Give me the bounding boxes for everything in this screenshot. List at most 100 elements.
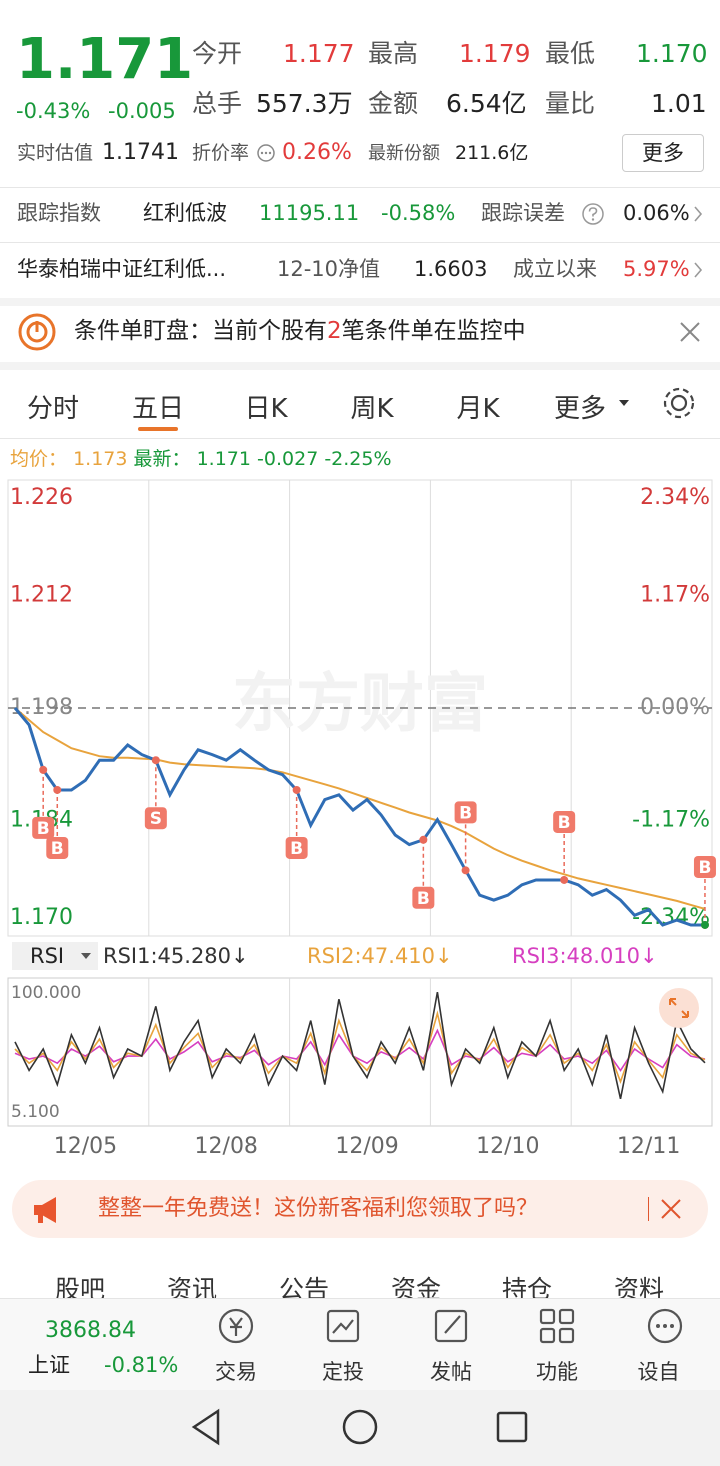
close-icon[interactable] xyxy=(678,320,702,344)
tab-active[interactable]: 五日 xyxy=(131,394,185,424)
stat-value: 1.179 xyxy=(459,39,531,68)
stat-label: 量比 xyxy=(545,89,596,118)
stat-value: 557.3万 xyxy=(256,89,353,118)
y-tick-label: 100.000 xyxy=(11,983,81,1003)
tab[interactable]: 分时 xyxy=(26,394,80,424)
signal-point xyxy=(39,765,48,774)
icon-part xyxy=(257,144,275,162)
y-tick-label: 1.212 xyxy=(10,583,73,608)
icon-part xyxy=(558,1327,575,1344)
icon-part xyxy=(218,1308,254,1344)
est-value: 1.1741 xyxy=(102,140,179,165)
x-tick-label: 12/05 xyxy=(54,1134,117,1159)
icon-part xyxy=(218,1308,683,1344)
divider xyxy=(0,438,720,439)
dropdown-arrow xyxy=(81,953,91,959)
nav-item[interactable]: 交易 xyxy=(215,1360,257,1384)
icon-part xyxy=(34,1197,56,1223)
x-tick-label: 12/09 xyxy=(335,1134,398,1159)
y2-tick-label: 0.00% xyxy=(640,695,710,720)
tab[interactable]: 周K xyxy=(350,394,394,424)
signal-badge xyxy=(46,836,69,859)
watermark: 东方财富 xyxy=(232,668,488,742)
info-change-pct: -2.25% xyxy=(324,448,392,470)
signal-point xyxy=(560,875,569,884)
alert-text[interactable]: 条件单盯盘：当前个股有2笔条件单在监控中 xyxy=(74,320,526,343)
tab-underline xyxy=(138,427,178,431)
charts: 东方财富1.2261.2121.1981.1841.1702.34%1.17%0… xyxy=(7,479,716,1159)
error-value: 0.06% xyxy=(623,201,690,225)
signal-badge xyxy=(32,816,55,839)
promo-text: 整整一年免费送！这份新客福利您领取了吗？ xyxy=(98,1196,539,1221)
dropdown-arrow xyxy=(619,400,629,406)
tracking-label: 跟踪指数 xyxy=(17,201,101,225)
nav-item[interactable]: 功能 xyxy=(536,1360,578,1384)
divider xyxy=(0,187,720,188)
icon-part xyxy=(332,1319,354,1334)
index-value: 3868.84 xyxy=(45,1318,136,1343)
icon-part xyxy=(591,218,595,221)
signal-label: B xyxy=(558,813,571,833)
stat-label: 最高 xyxy=(368,39,419,68)
nav-value: 1.6603 xyxy=(414,257,488,281)
nav-item[interactable]: 定投 xyxy=(322,1360,364,1384)
index-change: -0.81% xyxy=(104,1353,179,1377)
help-icon[interactable] xyxy=(581,202,605,226)
nav-item[interactable]: 发帖 xyxy=(430,1360,472,1384)
close-icon[interactable] xyxy=(660,1198,682,1220)
icon-part xyxy=(661,1199,681,1219)
plot-frame xyxy=(7,977,713,1127)
settings-icon[interactable] xyxy=(660,384,698,422)
tab[interactable]: 月K xyxy=(456,394,500,424)
icon-part xyxy=(434,1309,468,1343)
stat-label: 最低 xyxy=(545,39,596,68)
icon-part xyxy=(656,1324,674,1328)
x-tick-label: 12/11 xyxy=(617,1134,680,1159)
icon-part xyxy=(647,1308,683,1344)
signal-label: B xyxy=(459,803,472,823)
signal-label: B xyxy=(290,839,303,859)
series-line xyxy=(14,1010,706,1085)
series-line xyxy=(14,707,706,910)
legend-entry: RSI1:45.280↓ xyxy=(103,944,249,968)
discount-label: 折价率 xyxy=(192,142,250,164)
more-button[interactable]: 更多 xyxy=(622,134,704,172)
system-buttons[interactable] xyxy=(0,1390,720,1466)
avg-value: 1.173 xyxy=(73,448,128,470)
last-label: 最新： xyxy=(133,448,191,470)
tab[interactable]: 更多 xyxy=(553,394,607,424)
signal-label: B xyxy=(37,819,50,839)
expand-icon[interactable] xyxy=(657,986,701,1030)
shares-value: 211.6亿 xyxy=(455,142,529,164)
icon-part xyxy=(229,1317,243,1336)
signal-point xyxy=(53,785,62,794)
index-name: 上证 xyxy=(28,1353,70,1377)
promo-banner[interactable] xyxy=(12,1180,708,1238)
fund-name: 华泰柏瑞中证红利低... xyxy=(17,257,227,281)
avg-label: 均价： xyxy=(10,448,68,470)
icon-part xyxy=(539,1308,556,1325)
y-tick-label: 1.170 xyxy=(10,905,73,930)
signal-point xyxy=(292,785,301,794)
icon-part xyxy=(663,1324,667,1328)
icon-part xyxy=(619,400,629,406)
icon-part xyxy=(659,988,699,1028)
alert-suffix: 笔条件单在监控中 xyxy=(341,318,526,344)
signal-badge xyxy=(693,855,716,878)
tracking-index-value: 11195.11 xyxy=(259,201,360,225)
chevron[interactable] xyxy=(692,204,704,224)
signal-point xyxy=(461,866,470,875)
promo-divider xyxy=(648,1197,649,1221)
legend-entry: RSI2:47.410↓ xyxy=(307,944,453,968)
icon-part xyxy=(268,151,272,155)
tab[interactable]: 日K xyxy=(244,394,288,424)
discount-value: 0.26% xyxy=(282,140,352,165)
last-point xyxy=(700,920,709,929)
icon-part xyxy=(496,1411,528,1443)
y2-tick-label: -1.17% xyxy=(632,808,710,833)
signal-badge xyxy=(285,836,308,859)
signal-label: B xyxy=(51,839,64,859)
alert-icon xyxy=(18,313,56,351)
chevron[interactable] xyxy=(692,260,704,280)
since-value: 5.97% xyxy=(623,257,690,281)
